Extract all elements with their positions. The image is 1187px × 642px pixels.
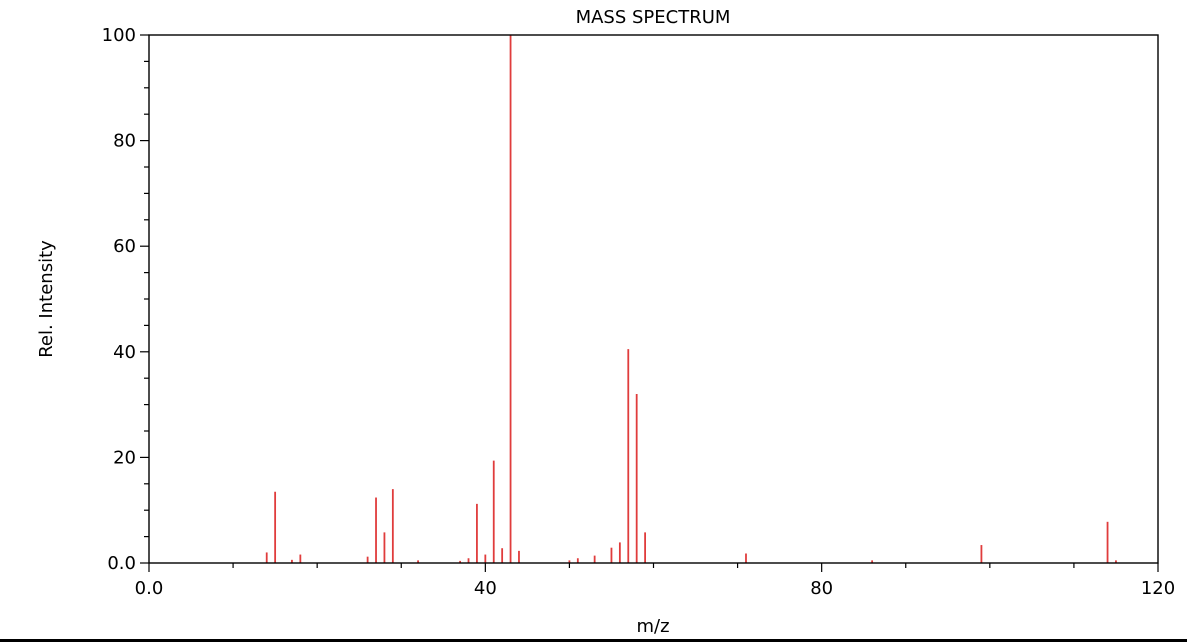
x-tick-label: 0.0 — [135, 578, 164, 599]
y-tick-label: 20 — [113, 447, 136, 468]
bottom-border — [0, 639, 1187, 642]
y-tick-label: 100 — [102, 25, 136, 46]
y-tick-label: 0.0 — [107, 553, 136, 574]
x-axis: 0.0 40 80 120 — [135, 563, 1175, 599]
y-tick-label: 60 — [113, 236, 136, 257]
x-tick-label: 120 — [1141, 578, 1175, 599]
y-axis-label: Rel. Intensity — [36, 240, 57, 358]
y-tick-label: 40 — [113, 342, 136, 363]
y-tick-label: 80 — [113, 131, 136, 152]
peak-group — [265, 35, 1117, 563]
x-tick-label: 80 — [810, 578, 833, 599]
x-axis-label: m/z — [636, 616, 669, 637]
y-axis: 0.0 20 40 60 80 100 — [102, 25, 149, 574]
chart-title: MASS SPECTRUM — [576, 7, 731, 28]
x-tick-label: 40 — [474, 578, 497, 599]
